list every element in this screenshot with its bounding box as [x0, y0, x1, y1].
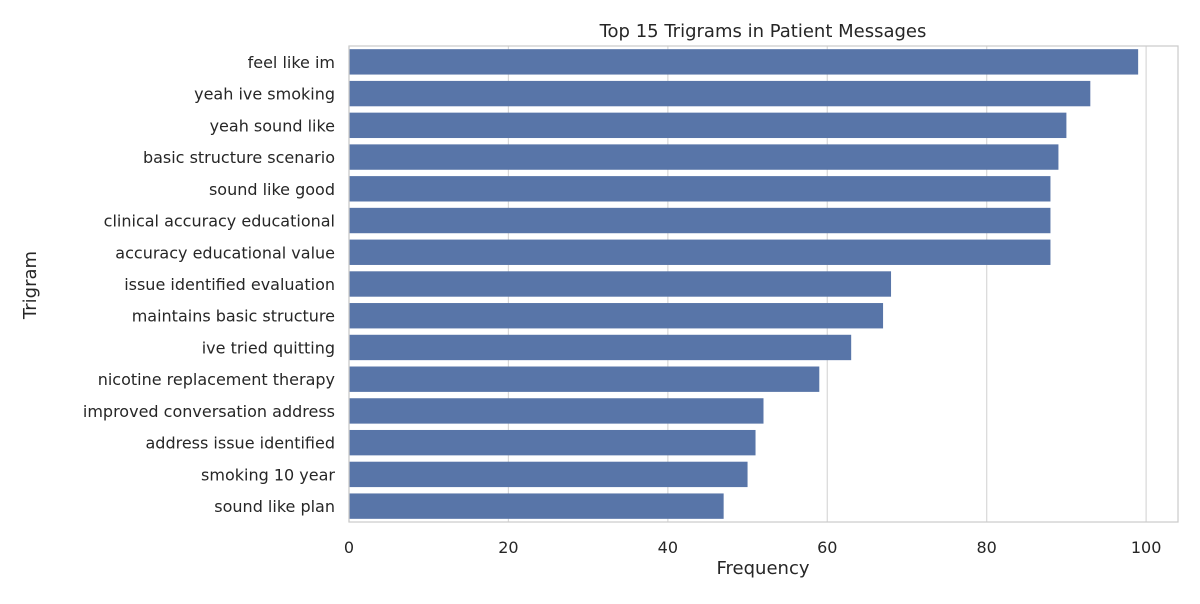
- bar: [349, 80, 1091, 107]
- y-tick-label: ive tried quitting: [202, 338, 335, 357]
- y-tick-label: sound like plan: [214, 497, 335, 516]
- x-tick-label: 60: [817, 538, 837, 557]
- bar: [349, 207, 1051, 234]
- bar: [349, 303, 884, 329]
- bars: [349, 49, 1139, 519]
- y-tick-label: improved conversation address: [83, 402, 335, 421]
- y-tick-label: yeah sound like: [210, 116, 335, 135]
- y-tick-label: clinical accuracy educational: [104, 212, 335, 231]
- bar: [349, 239, 1051, 265]
- x-tick-label: 40: [658, 538, 678, 557]
- x-tick-label: 20: [498, 538, 518, 557]
- bar: [349, 366, 820, 392]
- bar: [349, 429, 756, 456]
- y-tick-label: address issue identified: [145, 434, 335, 453]
- y-tick-label: feel like im: [248, 53, 335, 72]
- bar: [349, 493, 724, 519]
- y-tick-label: basic structure scenario: [143, 148, 335, 167]
- plot-frame: [348, 45, 1179, 523]
- x-tick-label: 80: [977, 538, 997, 557]
- bar: [349, 334, 852, 361]
- bar: [349, 49, 1139, 75]
- y-axis-label: Trigram: [20, 251, 41, 320]
- chart-title: Top 15 Trigrams in Patient Messages: [599, 21, 927, 42]
- y-tick-label: nicotine replacement therapy: [98, 370, 335, 389]
- y-tick-label: accuracy educational value: [115, 243, 335, 262]
- bar: [349, 271, 892, 297]
- x-tick-label: 100: [1131, 538, 1162, 557]
- x-axis-label: Frequency: [717, 558, 810, 579]
- bar: [349, 461, 748, 488]
- bar: [349, 144, 1059, 170]
- bar: [349, 112, 1067, 139]
- y-tick-label: sound like good: [209, 180, 335, 199]
- y-tick-label: yeah ive smoking: [194, 85, 335, 104]
- bar: [349, 398, 764, 424]
- y-tick-label: issue identified evaluation: [124, 275, 335, 294]
- x-tick-label: 0: [344, 538, 354, 557]
- y-tick-labels: feel like im yeah ive smoking yeah sound l…: [83, 53, 336, 516]
- y-tick-label: maintains basic structure: [132, 307, 335, 326]
- x-tick-labels: 0 20 40 60 80 100: [344, 538, 1161, 557]
- bar: [349, 176, 1051, 202]
- y-tick-label: smoking 10 year: [201, 465, 335, 484]
